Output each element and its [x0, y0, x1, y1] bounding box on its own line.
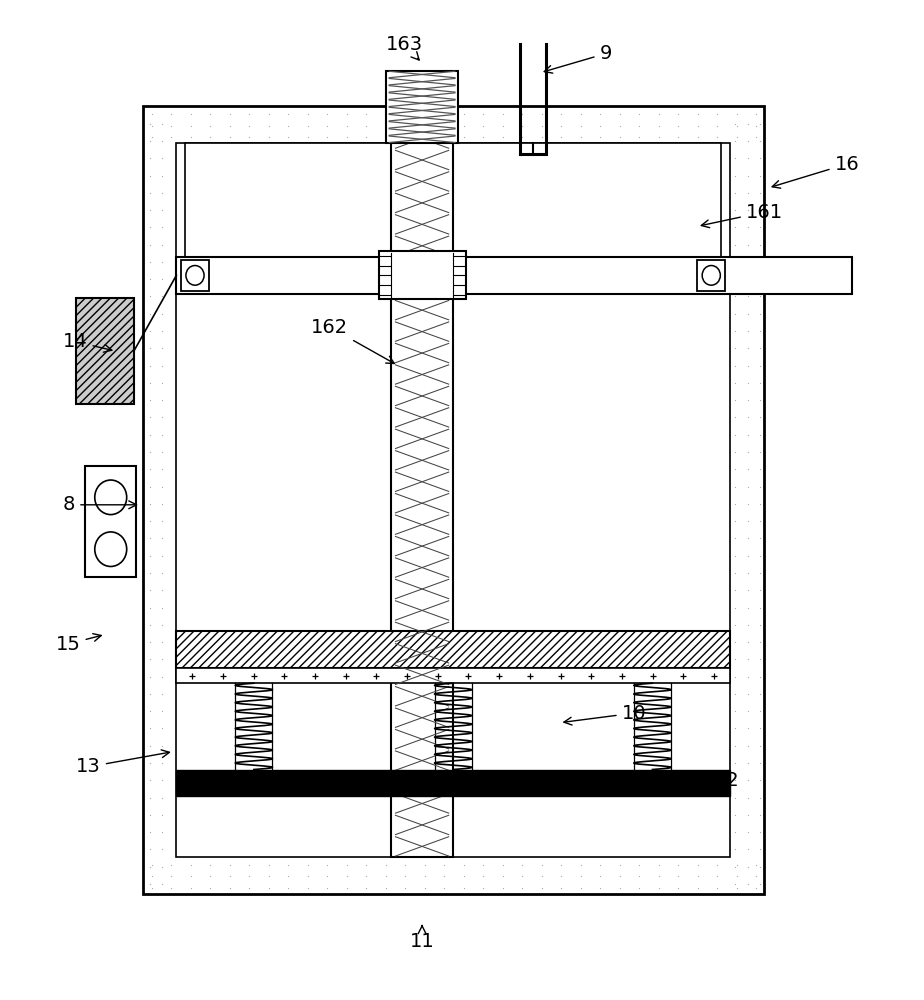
- Bar: [76, 298, 134, 404]
- Circle shape: [95, 532, 127, 566]
- Bar: [176, 770, 730, 796]
- Bar: [176, 257, 852, 294]
- Bar: [176, 631, 730, 668]
- Bar: [176, 143, 730, 857]
- Text: 9: 9: [544, 44, 612, 73]
- Text: 161: 161: [701, 202, 783, 228]
- Text: 13: 13: [76, 750, 169, 776]
- Bar: [385, 71, 458, 143]
- Text: 12: 12: [652, 771, 739, 790]
- Circle shape: [95, 480, 127, 515]
- Bar: [142, 106, 763, 894]
- Text: 10: 10: [564, 704, 646, 725]
- Bar: [176, 668, 730, 683]
- Bar: [85, 466, 137, 577]
- Bar: [697, 260, 725, 291]
- Bar: [391, 106, 453, 857]
- Text: 8: 8: [63, 495, 137, 514]
- Text: 162: 162: [311, 318, 395, 363]
- Text: 11: 11: [409, 926, 434, 951]
- Text: 163: 163: [386, 34, 423, 60]
- Circle shape: [186, 266, 204, 285]
- Circle shape: [702, 266, 721, 285]
- Text: 16: 16: [772, 154, 859, 188]
- Bar: [379, 251, 466, 299]
- Bar: [185, 143, 721, 268]
- Bar: [181, 260, 209, 291]
- Text: 15: 15: [55, 634, 102, 654]
- Text: 14: 14: [63, 332, 112, 352]
